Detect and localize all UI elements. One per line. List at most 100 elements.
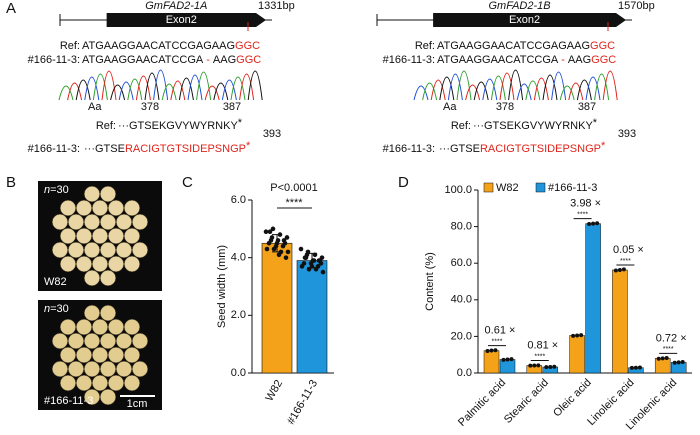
- mut-aa: ···GTSERACIGTGTSIDEPSNGP*: [439, 140, 606, 155]
- seed: [84, 333, 100, 349]
- seed: [132, 242, 148, 258]
- text-part: n: [44, 184, 50, 196]
- significance: ****: [663, 346, 674, 353]
- seed: [116, 214, 132, 230]
- data-point: [664, 355, 669, 360]
- ref-dna: ATGAAGGAACATCCGAGAAGGGC: [82, 40, 260, 52]
- chromatogram-peak: [525, 80, 541, 101]
- data-point: [548, 364, 553, 369]
- seed: [84, 270, 100, 286]
- bar: [585, 223, 601, 374]
- chromatogram-peak: [75, 79, 91, 101]
- chromatogram-peak: [127, 78, 143, 101]
- significance: ****: [492, 339, 503, 346]
- text-part: AAG: [568, 54, 591, 66]
- chromatogram-peak: [84, 76, 100, 101]
- seed: [100, 214, 116, 230]
- chromatogram-peak: [213, 82, 229, 101]
- chromatogram-peak: [144, 72, 160, 101]
- aa-position: 378: [496, 101, 514, 113]
- text-part: ···GTSE: [84, 143, 125, 155]
- seed: [132, 214, 148, 230]
- seed: [92, 319, 108, 335]
- chromatogram-peak: [602, 70, 618, 101]
- seed: [76, 319, 92, 335]
- text-part: -: [561, 54, 565, 66]
- y-tick-label: 60.0: [451, 257, 472, 269]
- text-part: GGC: [236, 54, 261, 66]
- seed: [100, 333, 116, 349]
- data-point: [509, 357, 514, 362]
- chromatogram-peak: [542, 74, 558, 101]
- data-point: [270, 226, 276, 232]
- legend-label: W82: [496, 182, 519, 194]
- chromatogram-peak: [508, 69, 524, 101]
- chromatogram-peak: [110, 84, 126, 101]
- seed: [108, 256, 124, 272]
- data-point: [633, 365, 638, 370]
- text-part: *: [601, 140, 606, 152]
- seed: [124, 228, 140, 244]
- sample-size: n=30: [44, 184, 69, 196]
- chromatogram-peak: [430, 79, 446, 101]
- seed: [60, 375, 76, 391]
- text-part: ···GTSEKGVYWYRNKY: [118, 120, 238, 132]
- data-point: [544, 365, 549, 370]
- panel-label: D: [398, 174, 409, 191]
- aa-position: 387: [578, 101, 596, 113]
- chromatogram-peak: [58, 85, 74, 101]
- bar: [499, 359, 516, 374]
- y-tick-label: 2.0: [231, 309, 246, 321]
- text-part: n: [44, 303, 50, 315]
- x-tick-label: Stearic acid: [502, 377, 551, 426]
- text-part: *: [246, 140, 251, 152]
- seed: [116, 242, 132, 258]
- chromatogram-peak: [490, 75, 506, 101]
- text-part: ATGAAGGAACATCCGA: [437, 54, 559, 66]
- text-part: GGC: [590, 40, 615, 52]
- chromatogram-peak: [221, 79, 237, 101]
- data-point: [552, 364, 557, 369]
- seed: [60, 347, 76, 363]
- seed: [108, 347, 124, 363]
- seed: [68, 361, 84, 377]
- data-point: [302, 255, 308, 260]
- data-point: [277, 232, 283, 237]
- fold-change: 0.72 ×: [656, 332, 687, 344]
- bar: [261, 242, 293, 374]
- data-point: [617, 267, 622, 272]
- text-part: RACIGTGTSIDEPSNGP: [125, 143, 246, 155]
- bar: [569, 335, 585, 374]
- bar: [296, 260, 328, 374]
- y-tick-label: 4.0: [231, 252, 246, 264]
- data-point: [311, 258, 317, 263]
- data-point: [298, 246, 304, 252]
- mut-aa: ···GTSERACIGTGTSIDEPSNGP*: [84, 140, 251, 155]
- bar: [654, 358, 671, 374]
- text-part: ATGAAGGAACATCCGA: [82, 54, 204, 66]
- y-tick-label: 0.0: [231, 367, 246, 379]
- seed: [60, 228, 76, 244]
- text-part: =30: [50, 303, 69, 315]
- exon: [106, 13, 266, 27]
- chromatogram-peak: [465, 84, 481, 101]
- text-part: ···GTSEKGVYWYRNKY: [473, 120, 593, 132]
- chromatogram-peak: [67, 82, 83, 101]
- y-axis-title: Content (%): [424, 252, 436, 311]
- legend-label: #166-11-3: [548, 182, 597, 194]
- seed: [76, 347, 92, 363]
- seed: [52, 242, 68, 258]
- seed: [100, 389, 116, 405]
- mut-aa-label: #166-11-3:: [28, 143, 80, 155]
- chromatogram-peak: [204, 85, 220, 101]
- data-point: [613, 268, 618, 273]
- data-point: [621, 267, 626, 272]
- panel-label: A: [6, 0, 16, 17]
- seed: [100, 361, 116, 377]
- data-point: [680, 360, 685, 365]
- chromatogram-peak: [439, 76, 455, 101]
- seed: [124, 319, 140, 335]
- data-point: [266, 240, 272, 246]
- y-tick-label: 20.0: [451, 330, 472, 342]
- seed: [132, 333, 148, 349]
